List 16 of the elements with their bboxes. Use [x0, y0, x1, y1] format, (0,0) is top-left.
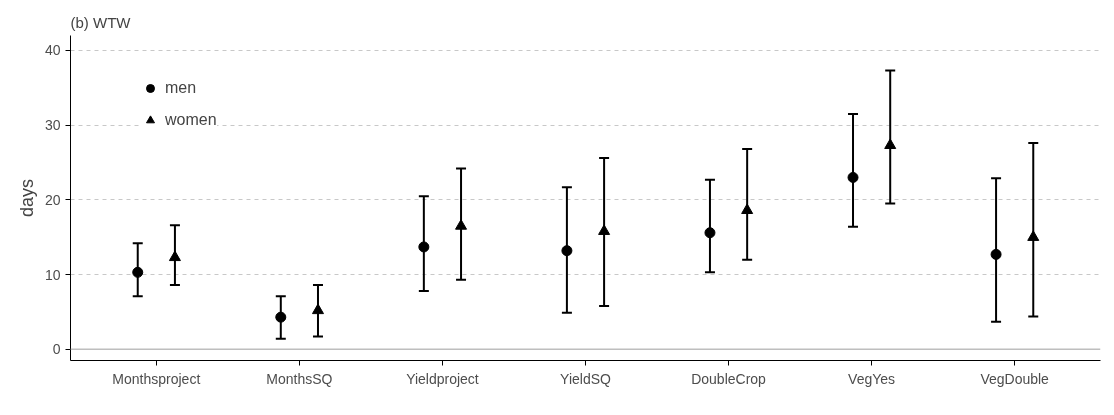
y-tick-label: 0 [52, 341, 61, 358]
x-tick-label: MonthsSQ [266, 370, 333, 387]
y-tick-label: 30 [44, 117, 61, 134]
y-tick-label: 10 [44, 266, 61, 283]
x-tick-label: Yieldproject [406, 370, 479, 387]
y-tick-label: 20 [44, 191, 61, 208]
x-tick-label: YieldSQ [560, 370, 612, 387]
x-tick-label: VegDouble [980, 370, 1050, 387]
chart-title: (b) WTW [70, 13, 132, 31]
legend-label: men [165, 79, 197, 97]
x-tick-label: VegYes [848, 370, 896, 387]
x-tick-label: Monthsproject [112, 370, 201, 387]
x-tick-label: DoubleCrop [691, 370, 767, 387]
legend-label: women [165, 111, 217, 129]
y-tick-label: 40 [44, 42, 61, 59]
y-axis-title: days [16, 178, 37, 218]
